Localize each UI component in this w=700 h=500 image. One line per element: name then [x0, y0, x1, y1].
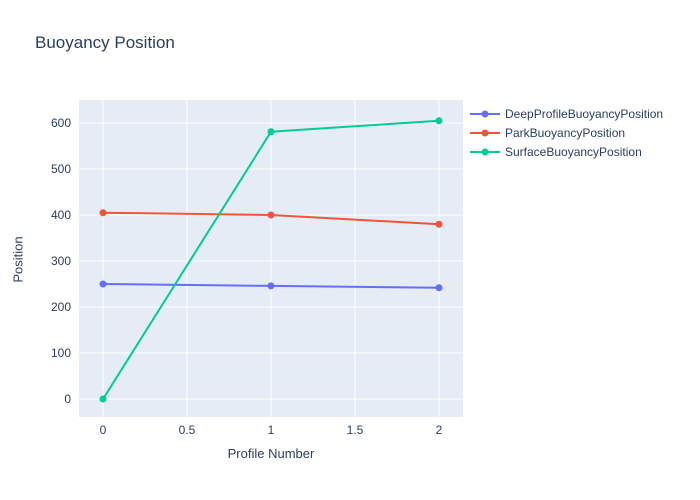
legend-label: SurfaceBuoyancyPosition	[505, 144, 642, 159]
y-tick-label: 100	[51, 346, 71, 360]
y-tick-label: 400	[51, 208, 71, 222]
series-layer	[99, 117, 443, 403]
data-point-DeepProfileBuoyancyPosition[interactable]	[267, 282, 275, 290]
data-point-DeepProfileBuoyancyPosition[interactable]	[435, 284, 443, 292]
x-tick-label: 1.5	[347, 423, 364, 437]
legend-label: ParkBuoyancyPosition	[505, 125, 626, 140]
x-tick-label: 2	[436, 423, 443, 437]
data-point-SurfaceBuoyancyPosition[interactable]	[267, 128, 275, 136]
legend: DeepProfileBuoyancyPosition ParkBuoyancy…	[470, 104, 663, 161]
tick-labels: 0 0.5 1 1.5 2 0 100 200 300 400 500 600	[51, 116, 443, 437]
data-point-DeepProfileBuoyancyPosition[interactable]	[99, 280, 107, 288]
legend-line-marker-icon	[470, 110, 500, 117]
legend-line-marker-icon	[470, 129, 500, 136]
y-tick-label: 500	[51, 162, 71, 176]
data-point-ParkBuoyancyPosition[interactable]	[435, 220, 443, 228]
legend-label: DeepProfileBuoyancyPosition	[505, 106, 664, 121]
y-tick-label: 0	[64, 392, 71, 406]
data-point-SurfaceBuoyancyPosition[interactable]	[99, 395, 107, 403]
x-tick-label: 1	[268, 423, 275, 437]
data-point-ParkBuoyancyPosition[interactable]	[99, 209, 107, 217]
data-point-ParkBuoyancyPosition[interactable]	[267, 211, 275, 219]
y-tick-label: 300	[51, 254, 71, 268]
legend-line-marker-icon	[470, 148, 500, 155]
x-tick-label: 0	[100, 423, 107, 437]
y-axis-title: Position	[10, 236, 26, 283]
chart-title: Buoyancy Position	[35, 33, 175, 52]
y-tick-label: 200	[51, 300, 71, 314]
legend-entry-surface-buoyancy-position[interactable]: SurfaceBuoyancyPosition	[470, 142, 663, 161]
legend-entry-park-buoyancy-position[interactable]: ParkBuoyancyPosition	[470, 123, 663, 142]
x-tick-label: 0.5	[179, 423, 196, 437]
x-axis-title: Profile Number	[227, 446, 315, 461]
data-point-SurfaceBuoyancyPosition[interactable]	[435, 117, 443, 125]
y-tick-label: 600	[51, 116, 71, 130]
legend-entry-deep-profile-buoyancy-position[interactable]: DeepProfileBuoyancyPosition	[470, 104, 663, 123]
